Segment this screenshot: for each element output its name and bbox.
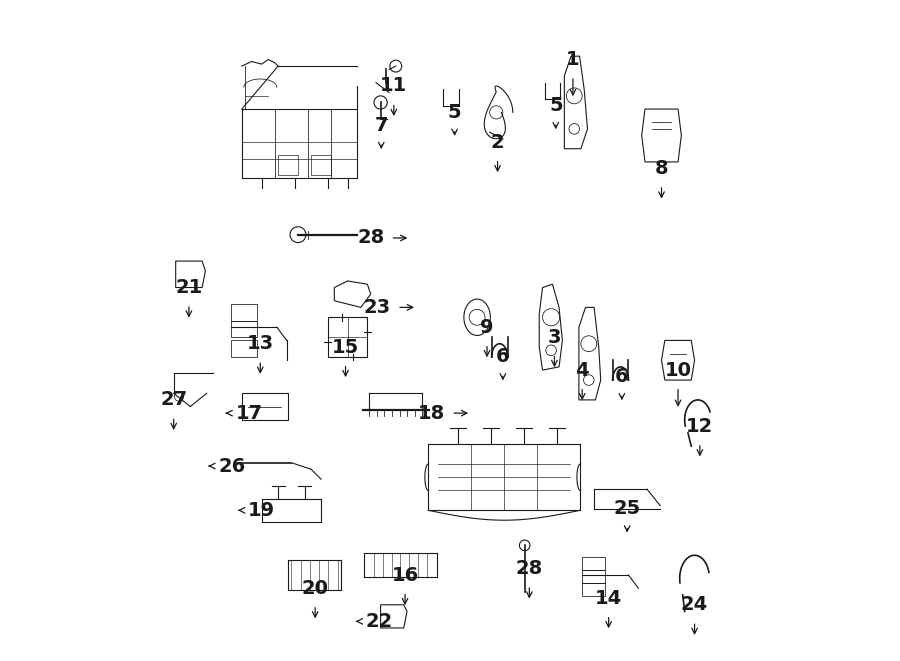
Bar bbox=[230, 321, 257, 337]
Text: 13: 13 bbox=[247, 334, 274, 353]
Text: 5: 5 bbox=[448, 103, 462, 122]
Text: 10: 10 bbox=[664, 361, 691, 379]
Text: 21: 21 bbox=[176, 278, 202, 297]
Text: 19: 19 bbox=[248, 501, 275, 520]
Bar bbox=[230, 304, 257, 321]
Bar bbox=[582, 570, 606, 583]
Text: 6: 6 bbox=[615, 368, 629, 386]
Text: 9: 9 bbox=[481, 318, 494, 336]
Bar bbox=[278, 155, 298, 175]
Bar bbox=[582, 583, 606, 596]
Text: 26: 26 bbox=[218, 457, 246, 475]
Bar bbox=[311, 155, 331, 175]
Text: 25: 25 bbox=[614, 500, 641, 518]
Text: 23: 23 bbox=[364, 298, 391, 317]
Text: 24: 24 bbox=[681, 596, 708, 614]
Text: 3: 3 bbox=[548, 328, 562, 346]
Text: 8: 8 bbox=[654, 159, 669, 178]
Text: 14: 14 bbox=[595, 589, 622, 607]
Text: 5: 5 bbox=[549, 97, 562, 115]
Text: 16: 16 bbox=[392, 566, 418, 584]
Text: 20: 20 bbox=[302, 579, 328, 598]
Text: 17: 17 bbox=[236, 404, 263, 422]
Bar bbox=[230, 340, 257, 357]
Text: 2: 2 bbox=[491, 133, 504, 151]
Text: 15: 15 bbox=[332, 338, 359, 356]
Text: 28: 28 bbox=[357, 229, 384, 247]
Text: 28: 28 bbox=[516, 559, 543, 578]
Text: 6: 6 bbox=[496, 348, 509, 366]
Text: 18: 18 bbox=[418, 404, 446, 422]
Text: 11: 11 bbox=[380, 77, 408, 95]
Text: 12: 12 bbox=[686, 417, 714, 436]
Text: 4: 4 bbox=[575, 361, 589, 379]
Text: 1: 1 bbox=[566, 50, 580, 69]
Text: 22: 22 bbox=[365, 612, 393, 631]
Bar bbox=[328, 317, 367, 357]
Text: 7: 7 bbox=[374, 116, 388, 135]
Text: 27: 27 bbox=[160, 391, 187, 409]
Bar bbox=[582, 557, 606, 570]
Bar bbox=[242, 393, 288, 420]
